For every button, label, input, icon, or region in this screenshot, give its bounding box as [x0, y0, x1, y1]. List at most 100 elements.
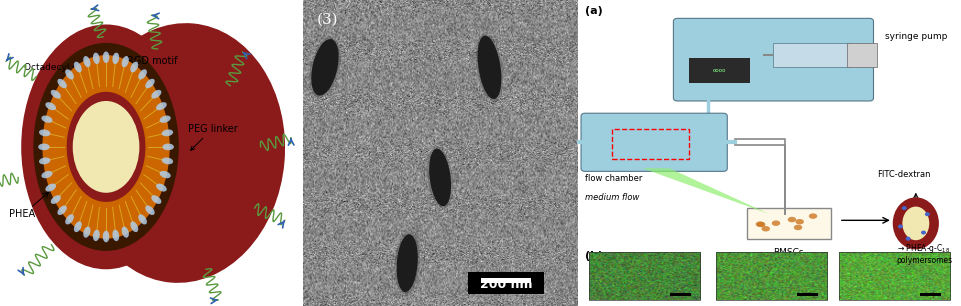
Ellipse shape [156, 102, 166, 110]
Ellipse shape [130, 62, 138, 73]
Ellipse shape [160, 171, 170, 178]
Bar [838, 252, 949, 300]
Ellipse shape [51, 90, 61, 99]
Ellipse shape [477, 35, 501, 99]
Bar [480, 278, 530, 283]
Bar [846, 43, 876, 67]
Ellipse shape [429, 149, 451, 206]
Ellipse shape [755, 222, 763, 227]
Ellipse shape [79, 23, 284, 283]
Text: (b): (b) [584, 251, 603, 261]
Ellipse shape [38, 144, 50, 150]
Ellipse shape [41, 116, 53, 123]
Text: RGD motif: RGD motif [115, 56, 178, 81]
Ellipse shape [66, 92, 145, 202]
Ellipse shape [900, 206, 906, 210]
Ellipse shape [795, 219, 803, 225]
Ellipse shape [112, 230, 119, 241]
Ellipse shape [924, 212, 929, 216]
Ellipse shape [112, 53, 119, 64]
Ellipse shape [756, 222, 765, 227]
Text: Octadecyl chains: Octadecyl chains [24, 63, 102, 95]
Ellipse shape [145, 79, 155, 88]
Ellipse shape [161, 158, 173, 164]
Ellipse shape [84, 56, 90, 67]
Text: DS$_{PEG}$= 0 % &: DS$_{PEG}$= 0 % & [616, 305, 672, 306]
Ellipse shape [93, 230, 100, 241]
Ellipse shape [103, 51, 110, 63]
Ellipse shape [73, 101, 139, 193]
Ellipse shape [51, 195, 61, 204]
Ellipse shape [93, 53, 100, 64]
Text: DS$_{PEG}$= 0.5 % &: DS$_{PEG}$= 0.5 % & [739, 305, 802, 306]
Text: 200 nm: 200 nm [480, 278, 531, 291]
Text: → PHEA-g-C$_{18}$: → PHEA-g-C$_{18}$ [896, 242, 949, 255]
Ellipse shape [897, 225, 902, 228]
Ellipse shape [892, 197, 938, 249]
Ellipse shape [793, 225, 801, 230]
Ellipse shape [161, 129, 173, 136]
Ellipse shape [787, 217, 796, 222]
Ellipse shape [151, 90, 161, 99]
Ellipse shape [58, 79, 66, 88]
Bar [796, 293, 817, 296]
Ellipse shape [771, 220, 779, 226]
FancyBboxPatch shape [673, 18, 873, 101]
Ellipse shape [65, 214, 74, 225]
Ellipse shape [121, 226, 129, 238]
Ellipse shape [65, 69, 74, 80]
Ellipse shape [138, 69, 147, 80]
Bar [715, 252, 826, 300]
Ellipse shape [162, 144, 174, 150]
Text: (a): (a) [584, 6, 602, 16]
Ellipse shape [58, 206, 66, 215]
Ellipse shape [308, 37, 340, 98]
FancyBboxPatch shape [580, 113, 727, 171]
Text: FITC-dextran: FITC-dextran [876, 170, 930, 180]
Bar [588, 252, 700, 300]
Ellipse shape [121, 56, 129, 67]
Text: oooo: oooo [712, 68, 726, 73]
Ellipse shape [138, 214, 147, 225]
Ellipse shape [39, 158, 50, 164]
Ellipse shape [74, 221, 82, 232]
Ellipse shape [21, 24, 190, 269]
Ellipse shape [394, 232, 419, 294]
Ellipse shape [160, 116, 170, 123]
Text: syringe pump: syringe pump [884, 32, 947, 41]
Ellipse shape [84, 226, 90, 238]
Ellipse shape [427, 146, 453, 209]
Ellipse shape [42, 55, 169, 239]
Text: BMSCs: BMSCs [773, 248, 803, 257]
Ellipse shape [396, 234, 417, 292]
Text: DS$_{PEG}$= 1 % &: DS$_{PEG}$= 1 % & [866, 305, 922, 306]
Ellipse shape [761, 226, 769, 232]
Text: (3): (3) [316, 12, 338, 26]
Ellipse shape [311, 39, 338, 95]
Ellipse shape [920, 231, 925, 234]
Ellipse shape [45, 102, 56, 110]
Text: polymersomes: polymersomes [896, 256, 951, 265]
Ellipse shape [151, 195, 161, 204]
Ellipse shape [41, 171, 53, 178]
Ellipse shape [74, 62, 82, 73]
Bar [688, 58, 750, 83]
Ellipse shape [39, 129, 50, 136]
Text: medium flow: medium flow [584, 193, 639, 202]
Bar [773, 43, 850, 67]
Ellipse shape [901, 207, 928, 240]
Text: PHEA: PHEA [9, 209, 36, 219]
Text: flow chamber: flow chamber [584, 174, 642, 183]
Ellipse shape [156, 184, 166, 192]
Bar [669, 293, 690, 296]
Bar [746, 208, 830, 239]
Ellipse shape [130, 221, 138, 232]
Ellipse shape [34, 43, 179, 251]
Bar [611, 129, 688, 159]
Ellipse shape [475, 33, 503, 101]
Ellipse shape [103, 231, 110, 242]
Bar [467, 272, 544, 294]
Text: PEG linker: PEG linker [187, 124, 237, 150]
Polygon shape [642, 168, 769, 214]
Ellipse shape [145, 206, 155, 215]
